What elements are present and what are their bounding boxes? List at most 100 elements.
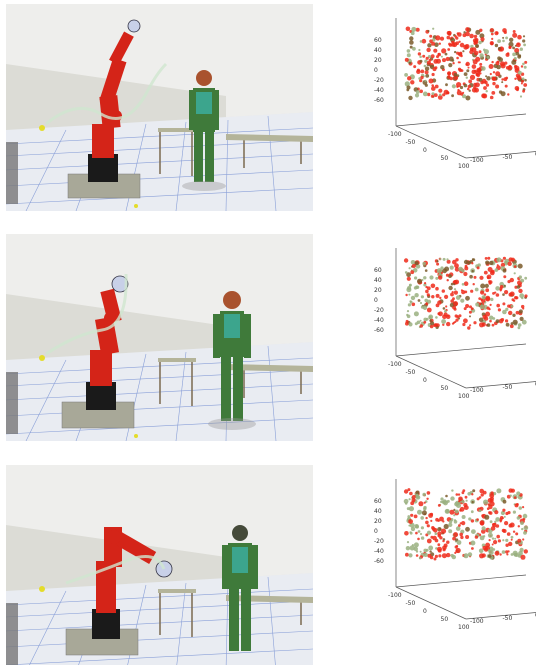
z-tick-label: 0: [374, 297, 378, 304]
cloud-point: [485, 75, 488, 78]
cloud-point: [462, 489, 466, 492]
cloud-point: [407, 303, 411, 307]
cloud-point: [478, 297, 482, 300]
cloud-point: [470, 289, 474, 293]
cloud-point: [405, 321, 409, 326]
cloud-point: [515, 532, 519, 536]
cloud-point: [448, 522, 453, 527]
cloud-point: [510, 488, 515, 493]
x-tick-label: -50: [406, 600, 416, 607]
cloud-point: [445, 56, 450, 62]
cloud-point: [508, 523, 513, 528]
cloud-point: [484, 514, 490, 520]
axis-line: [395, 574, 527, 588]
cloud-point: [435, 286, 439, 291]
z-tick-label: -60: [374, 558, 384, 565]
cloud-point: [429, 550, 432, 553]
cloud-point: [471, 307, 474, 310]
cloud-point: [469, 324, 472, 327]
cloud-point: [513, 57, 517, 60]
cloud-point: [491, 543, 494, 546]
cloud-point: [450, 553, 454, 558]
cloud-point: [420, 526, 424, 530]
cloud-point: [524, 78, 527, 82]
cloud-point: [491, 37, 494, 40]
cloud-point: [424, 269, 428, 272]
cloud-point: [411, 498, 416, 503]
cloud-point: [425, 74, 430, 78]
cloud-point: [448, 42, 452, 46]
z-tick-label: 60: [374, 37, 382, 44]
cloud-point: [458, 496, 463, 502]
cloud-point: [446, 258, 449, 261]
cloud-point: [447, 48, 451, 51]
cloud-point: [479, 33, 485, 39]
cloud-point: [490, 491, 494, 495]
cloud-point: [469, 274, 473, 279]
cloud-point: [430, 54, 435, 59]
cloud-point: [404, 531, 409, 536]
cloud-point: [445, 83, 448, 87]
cloud-point: [496, 264, 499, 267]
cloud-point: [476, 518, 479, 521]
cloud-point: [465, 27, 470, 32]
cloud-point: [451, 84, 456, 89]
human-figure: [222, 525, 258, 651]
cloud-point: [522, 35, 526, 38]
cloud-point: [465, 295, 470, 301]
cloud-point: [489, 260, 494, 266]
cloud-point: [521, 304, 525, 309]
trajectory-trail: [45, 62, 168, 126]
cloud-point: [442, 58, 446, 63]
cloud-point: [446, 552, 451, 558]
cloud-point: [521, 319, 527, 325]
cloud-point: [408, 553, 413, 558]
cloud-point: [483, 270, 488, 275]
cloud-point: [452, 305, 456, 310]
cloud-point: [409, 36, 414, 41]
cloud-point: [455, 295, 461, 300]
cloud-point: [475, 302, 480, 307]
cloud-point: [471, 500, 474, 504]
cloud-point: [485, 90, 488, 93]
cloud-point: [475, 44, 479, 48]
cloud-point: [512, 30, 516, 33]
cloud-point: [428, 58, 432, 62]
cloud-point: [414, 93, 420, 98]
z-tick-label: 20: [374, 287, 382, 294]
cloud-point: [494, 291, 497, 294]
cloud-point: [454, 263, 459, 269]
cloud-point: [455, 258, 459, 262]
cloud-point: [479, 304, 485, 310]
cloud-point: [483, 293, 487, 296]
cloud-point: [470, 540, 476, 546]
cloud-point: [437, 519, 440, 522]
cloud-point: [477, 263, 481, 267]
cloud-point: [426, 497, 429, 500]
z-tick-label: -20: [374, 538, 384, 545]
cloud-point: [419, 324, 423, 328]
cloud-point: [440, 266, 444, 270]
cloud-point: [487, 267, 493, 272]
cloud-point: [452, 259, 457, 265]
cloud-point: [492, 76, 497, 81]
cloud-point: [514, 48, 520, 53]
cloud-point: [463, 307, 467, 311]
cloud-point: [439, 36, 445, 41]
cloud-point: [431, 41, 436, 46]
cloud-point: [463, 31, 466, 34]
cloud-point: [488, 539, 491, 542]
cloud-point: [494, 268, 499, 272]
cloud-point: [520, 65, 524, 68]
cloud-point: [482, 535, 486, 538]
cloud-point: [507, 304, 511, 308]
cloud-point: [464, 264, 468, 268]
cloud-point: [423, 64, 427, 68]
cloud-point: [403, 258, 409, 263]
cloud-point: [459, 532, 463, 537]
cloud-point: [454, 267, 460, 272]
cloud-point: [506, 553, 509, 556]
cloud-point: [517, 54, 522, 59]
cloud-point: [486, 323, 491, 327]
cloud-point: [504, 61, 508, 65]
